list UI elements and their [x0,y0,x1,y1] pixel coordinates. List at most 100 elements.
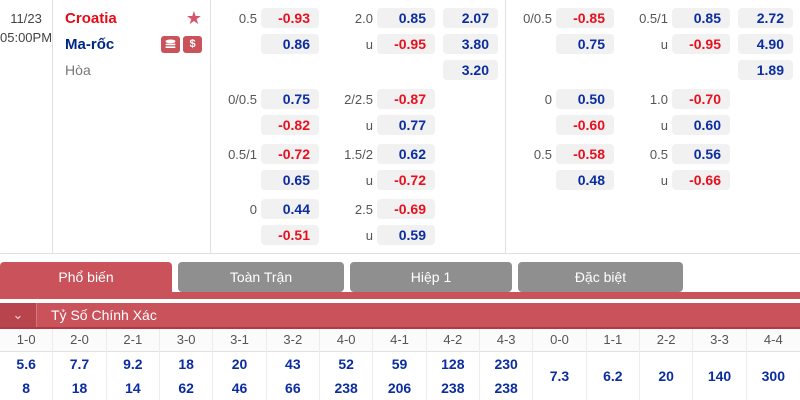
score-odds-cell[interactable]: 128 [441,356,465,372]
odds-value-cell[interactable]: -0.69 [377,199,435,219]
odds-line-group: 0/0.5 -0.85 0.5/1 0.85 2.72 0.75 u -0.95 4.90 1.8… [506,5,793,83]
score-odds-cell[interactable]: 230 [494,356,518,372]
odds-line-label: 0.5/1 [228,146,257,162]
odds-value-cell[interactable]: -0.72 [261,144,319,164]
odds-value-cell[interactable]: -0.82 [261,115,319,135]
secondary-odds-section: 0/0.5 -0.85 0.5/1 0.85 2.72 0.75 u -0.95 4.90 1.8… [506,0,800,253]
score-odds-cell[interactable]: 14 [125,380,141,396]
odds-value-cell [738,89,793,109]
score-odds-cell[interactable]: 18 [71,380,88,396]
score-odds-cell[interactable]: 140 [707,368,732,384]
tabs-underline [0,292,800,299]
odds-row: 0.5 -0.58 0.5 0.56 [506,141,793,167]
score-odds-cell[interactable]: 43 [285,356,301,372]
score-odds-cell[interactable]: 59 [391,356,408,372]
score-odds-cell[interactable]: 238 [494,380,518,396]
odds-row: 0.75 u -0.95 4.90 [506,31,793,57]
score-odds-cell[interactable]: 238 [441,380,465,396]
score-odds-cell[interactable]: 20 [231,356,248,372]
match-odds-panel: 11/23 05:00PM Croatia ★ Ma-rốc [0,0,800,254]
odds-row: 0/0.5 0.75 2/2.5 -0.87 [211,86,498,112]
odds-value-cell[interactable]: 2.72 [738,8,793,28]
score-odds-cell[interactable]: 8 [22,380,31,396]
odds-value-cell [672,60,730,80]
odds-value-cell[interactable]: -0.95 [672,34,730,54]
score-column: 1-0 5.6 8 [0,329,54,400]
odds-value-cell[interactable]: 0.44 [261,199,319,219]
score-odds-cell[interactable]: 20 [658,368,674,384]
odds-line-label: u [660,172,668,188]
odds-line-group: 0/0.5 0.75 2/2.5 -0.87 -0.82 u 0.77 [211,86,498,138]
correct-score-title: Tỷ Số Chính Xác [51,307,157,323]
odds-value-cell[interactable]: 2.07 [443,8,498,28]
market-tab[interactable]: Đặc biệt [518,262,683,292]
score-odds-cell[interactable]: 206 [387,380,412,396]
odds-value-cell[interactable]: 0.75 [261,89,319,109]
match-time: 05:00PM [0,30,53,45]
odds-value-cell[interactable]: 3.20 [443,60,498,80]
score-odds-cell[interactable]: 238 [334,380,358,396]
market-tab[interactable]: Toàn Trận [178,262,344,292]
favorite-star-icon[interactable]: ★ [185,8,202,28]
score-odds-cell[interactable]: 66 [285,380,301,396]
score-odds-cell[interactable]: 5.6 [16,356,36,372]
score-odds-cell[interactable]: 46 [231,380,248,396]
dollar-icon[interactable]: $ [183,35,202,53]
odds-value-cell[interactable]: -0.60 [556,115,614,135]
odds-value-cell [443,115,498,135]
odds-value-cell[interactable]: 0.56 [672,144,730,164]
score-odds-cell[interactable]: 300 [761,368,785,384]
score-column: 4-2 128 238 [426,329,480,400]
odds-value-cell[interactable]: -0.70 [672,89,730,109]
score-odds-cell[interactable]: 7.3 [549,368,570,384]
odds-value-cell[interactable]: 0.77 [377,115,435,135]
score-column: 2-0 7.7 18 [53,329,107,400]
odds-value-cell[interactable]: -0.87 [377,89,435,109]
odds-value-cell[interactable]: -0.66 [672,170,730,190]
odds-value-cell[interactable]: -0.58 [556,144,614,164]
odds-value-cell[interactable]: 0.65 [261,170,319,190]
odds-row: 0.5 -0.93 2.0 0.85 2.07 [211,5,498,31]
score-odds-cell[interactable]: 52 [338,356,354,372]
odds-value-cell[interactable]: 0.50 [556,89,614,109]
odds-value-cell [443,170,498,190]
score-header: 4-1 [373,329,426,352]
score-odds-cell[interactable]: 9.2 [123,356,143,372]
odds-value-cell[interactable]: 1.89 [738,60,793,80]
odds-value-cell[interactable]: -0.93 [261,8,319,28]
odds-value-cell[interactable]: 0.85 [377,8,435,28]
score-odds-cell[interactable]: 6.2 [603,368,623,384]
odds-line-group: 0.5 -0.93 2.0 0.85 2.07 0.86 u -0.95 3.80 3.20 [211,5,498,83]
chevron-down-icon[interactable]: ⌄ [0,303,37,327]
odds-value-cell [261,60,319,80]
draw-label: Hòa [65,62,91,78]
odds-value-cell[interactable]: 0.60 [672,115,730,135]
odds-row: 0/0.5 -0.85 0.5/1 0.85 2.72 [506,5,793,31]
score-odds-cell[interactable]: 18 [178,356,194,372]
market-tab[interactable]: Hiệp 1 [350,262,512,292]
odds-value-cell[interactable]: 0.86 [261,34,319,54]
odds-line-label: 0.5/1 [639,10,668,26]
odds-row: -0.82 u 0.77 [211,112,498,138]
odds-value-cell[interactable]: 0.62 [377,144,435,164]
odds-value-cell[interactable]: 4.90 [738,34,793,54]
score-header: 1-1 [586,329,639,352]
odds-value-cell[interactable]: 0.48 [556,170,614,190]
market-tab[interactable]: Phổ biến [0,262,172,292]
betslip-icon[interactable] [161,35,180,53]
odds-row: 0.86 u -0.95 3.80 [211,31,498,57]
odds-value-cell[interactable]: -0.85 [556,8,614,28]
odds-value-cell[interactable]: 0.85 [672,8,730,28]
score-odds-cell[interactable]: 7.7 [69,356,90,372]
odds-line-label: u [660,117,668,133]
odds-line-label: 0 [544,91,552,107]
score-header: 2-0 [53,329,106,352]
odds-value-cell[interactable]: 3.80 [443,34,498,54]
odds-value-cell[interactable]: 0.59 [377,225,435,245]
score-column: 0-0 7.3 [533,329,587,400]
score-odds-cell[interactable]: 62 [178,380,194,396]
odds-value-cell[interactable]: 0.75 [556,34,614,54]
odds-value-cell[interactable]: -0.72 [377,170,435,190]
odds-value-cell[interactable]: -0.51 [261,225,319,245]
odds-value-cell[interactable]: -0.95 [377,34,435,54]
